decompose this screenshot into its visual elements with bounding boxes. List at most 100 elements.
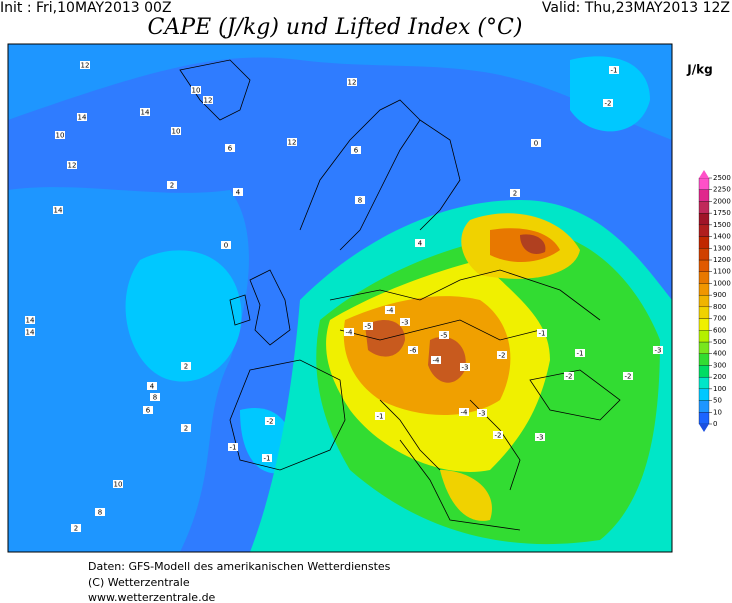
label-box: [221, 241, 231, 249]
colorbar-label: 0: [713, 420, 717, 428]
contour-label: 12: [288, 139, 297, 147]
label-box: [191, 86, 201, 94]
contour-label: 2: [184, 363, 188, 371]
label-box: [67, 161, 77, 169]
colorbar-segment: [698, 189, 710, 202]
contour-label: -1: [539, 330, 546, 338]
contour-label: -5: [441, 332, 448, 340]
contour-label: 14: [26, 329, 35, 337]
label-box: [575, 349, 585, 357]
colorbar-unit: J/kg: [686, 63, 712, 77]
colorbar-label: 500: [713, 338, 726, 346]
colorbar-label: 2500: [713, 174, 731, 182]
colorbar-segment: [698, 201, 710, 214]
colorbar-arrow: [699, 424, 709, 432]
label-box: [363, 322, 373, 330]
colorbar-segment: [698, 212, 710, 226]
colorbar-label: 50: [713, 397, 722, 405]
colorbar-segment: [698, 376, 710, 390]
label-box: [181, 362, 191, 370]
contour-label: -4: [433, 357, 441, 365]
contour-label: 10: [56, 132, 65, 140]
contour-label: 12: [81, 62, 90, 70]
label-box: [385, 306, 395, 314]
contour-label: 12: [204, 97, 213, 105]
label-box: [355, 196, 365, 204]
colorbar-segment: [698, 353, 710, 366]
label-box: [287, 138, 297, 146]
footer-url: www.wetterzentrale.de: [88, 591, 216, 603]
contour-label: -1: [377, 413, 384, 421]
label-box: [171, 127, 181, 135]
label-box: [95, 508, 105, 516]
footer-source: Daten: GFS-Modell des amerikanischen Wet…: [88, 560, 391, 573]
label-box: [344, 328, 354, 336]
colorbar-label: 2250: [713, 186, 731, 194]
contour-label: 2: [513, 190, 517, 198]
colorbar-segment: [698, 412, 710, 425]
contour-label: -1: [264, 455, 271, 463]
colorbar-label: 200: [713, 373, 726, 381]
colorbar-segment: [698, 341, 710, 354]
footer-copyright: (C) Wetterzentrale: [88, 576, 190, 589]
init-time: Init : Fri,10MAY2013 00Z: [0, 0, 172, 16]
label-box: [53, 206, 63, 214]
contour-label: -4: [387, 307, 395, 315]
contour-label: -6: [410, 347, 418, 355]
colorbar-segment: [698, 318, 710, 331]
colorbar-segment: [698, 400, 710, 413]
contour-label: -1: [611, 67, 618, 75]
colorbar-segment: [698, 283, 710, 296]
label-box: [203, 96, 213, 104]
label-box: [477, 409, 487, 417]
label-box: [77, 113, 87, 121]
label-box: [623, 372, 633, 380]
contour-label: 2: [170, 182, 174, 190]
contour-label: -1: [230, 444, 237, 452]
contour-label: -2: [495, 432, 502, 440]
contour-label: 2: [184, 425, 188, 433]
colorbar-segment: [698, 236, 710, 249]
label-box: [225, 144, 235, 152]
contour-label: 14: [141, 109, 150, 117]
colorbar-label: 1300: [713, 244, 731, 252]
label-box: [167, 181, 177, 189]
colorbar-label: 1000: [713, 279, 731, 287]
colorbar-segment: [698, 177, 710, 190]
label-box: [431, 356, 441, 364]
colorbar-segment: [698, 365, 710, 378]
colorbar-label: 1500: [713, 221, 731, 229]
colorbar-label: 1200: [713, 256, 731, 264]
contour-labels: 1214101214101412101212686420141428642-1-…: [25, 61, 663, 533]
map-frame: [7, 43, 673, 553]
contour-label: 8: [98, 509, 102, 517]
label-box: [459, 408, 469, 416]
label-box: [497, 351, 507, 359]
label-box: [653, 346, 663, 354]
label-box: [181, 424, 191, 432]
contour-label: -5: [365, 323, 372, 331]
contour-label: -3: [655, 347, 662, 355]
label-box: [233, 188, 243, 196]
contour-label: 6: [146, 407, 151, 415]
contour-label: 4: [236, 189, 241, 197]
label-box: [531, 139, 541, 147]
contour-label: -4: [346, 329, 354, 337]
contour-label: -3: [462, 364, 469, 372]
colorbar-segment: [698, 271, 710, 284]
contour-label: -3: [479, 410, 486, 418]
colorbar-label: 700: [713, 315, 726, 323]
colorbar-label: 100: [713, 385, 726, 393]
label-box: [351, 146, 361, 154]
contour-label: 12: [348, 79, 357, 87]
contour-label: 10: [114, 481, 123, 489]
colorbar-label: 300: [713, 361, 726, 369]
contour-label: -2: [625, 373, 632, 381]
label-box: [460, 363, 470, 371]
contour-label: 6: [354, 147, 359, 155]
contour-label: -3: [537, 434, 544, 442]
label-box: [415, 239, 425, 247]
contour-label: -4: [461, 409, 469, 417]
contour-label: 12: [68, 162, 77, 170]
label-box: [400, 318, 410, 326]
